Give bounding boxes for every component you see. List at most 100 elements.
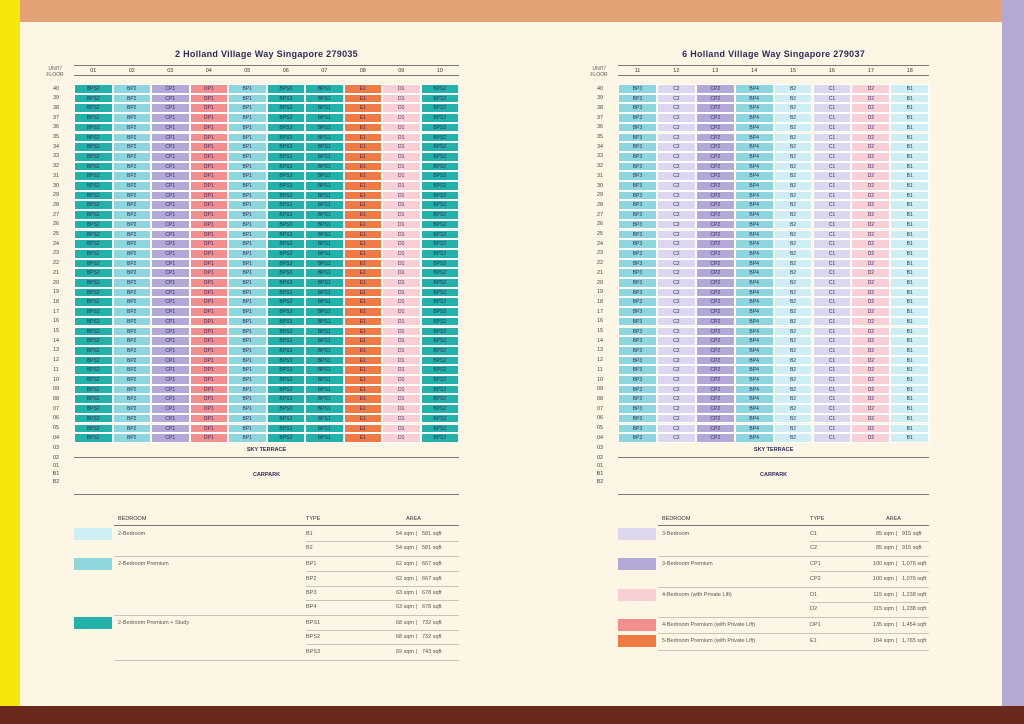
unit-cell: BP1 bbox=[228, 258, 267, 269]
unit-cell: CP1 bbox=[151, 181, 190, 191]
unit-cell: BPS3 bbox=[266, 229, 305, 240]
unit-cell: BPS1 bbox=[305, 142, 344, 152]
legend-area-sep: | bbox=[416, 575, 418, 582]
unit-cell: E1 bbox=[343, 181, 382, 191]
floor-label: 32 bbox=[52, 163, 60, 170]
floor-label: 04 bbox=[52, 434, 60, 441]
unit-cell: BPS2 bbox=[74, 326, 113, 337]
unit-cell: B2 bbox=[773, 239, 813, 249]
legend-area-sqft: 678 sqft bbox=[422, 604, 442, 610]
unit-cell: C2 bbox=[656, 307, 696, 317]
unit-cell: C2 bbox=[656, 375, 696, 385]
unit-cell: B1 bbox=[890, 404, 930, 414]
unit-cell: CP1 bbox=[151, 248, 190, 259]
floor-label: 23 bbox=[596, 250, 604, 257]
unit-cell: BP3 bbox=[618, 239, 657, 249]
unit-cell: BPS2 bbox=[74, 200, 113, 211]
unit-cell: B1 bbox=[890, 181, 930, 191]
unit-cell: E1 bbox=[343, 413, 382, 424]
unit-cell: D2 bbox=[851, 200, 891, 211]
legend-bedroom-name: 3-Bedroom bbox=[662, 531, 690, 537]
unit-cell: BP2 bbox=[112, 278, 151, 288]
unit-cell: D2 bbox=[851, 287, 891, 298]
legend-type: D2 bbox=[810, 606, 818, 612]
unit-cell: BPS1 bbox=[305, 423, 344, 434]
unit-cell: BP3 bbox=[618, 258, 657, 269]
floor-label: 34 bbox=[596, 143, 604, 150]
unit-cell: CP1 bbox=[151, 384, 190, 395]
unit-cell: BP2 bbox=[112, 210, 151, 220]
unit-cell: D1 bbox=[382, 394, 421, 405]
unit-cell: D1 bbox=[382, 171, 421, 181]
floor-label: 34 bbox=[52, 143, 60, 150]
unit-cell: C1 bbox=[812, 268, 852, 278]
unit-cell: D2 bbox=[851, 384, 891, 395]
unit-cell: B2 bbox=[773, 93, 813, 104]
unit-cell: C2 bbox=[656, 103, 696, 114]
unit-cell: BPS3 bbox=[266, 258, 305, 269]
floor-label: 30 bbox=[596, 182, 604, 189]
floor-label: 19 bbox=[596, 289, 604, 296]
unit-cell: BP2 bbox=[112, 171, 151, 181]
unit-cell: BP4 bbox=[734, 404, 774, 414]
legend-area-sqft: 667 sqft bbox=[422, 575, 442, 582]
floor-label: 39 bbox=[596, 95, 604, 102]
header-rule-top bbox=[74, 65, 459, 66]
legend-header-type: TYPE bbox=[810, 516, 825, 522]
unit-cell: CP1 bbox=[151, 326, 190, 337]
unit-cell: C2 bbox=[656, 345, 696, 356]
unit-cell: BP4 bbox=[734, 345, 774, 356]
unit-cell: BP4 bbox=[734, 93, 774, 104]
unit-cell: BP3 bbox=[618, 365, 657, 375]
unit-cell: B1 bbox=[890, 142, 930, 152]
unit-cell: CP2 bbox=[695, 132, 735, 143]
floor-label: 27 bbox=[52, 211, 60, 218]
unit-cell: BP4 bbox=[734, 423, 774, 434]
legend-swatch bbox=[74, 617, 112, 630]
unit-cell: D1 bbox=[382, 151, 421, 162]
floor-label: 33 bbox=[52, 153, 60, 160]
unit-cell: BP1 bbox=[228, 287, 267, 298]
unit-cell: BPS3 bbox=[266, 287, 305, 298]
unit-cell: C1 bbox=[812, 93, 852, 104]
unit-cell: CP2 bbox=[695, 278, 735, 288]
legend-swatch bbox=[74, 528, 112, 540]
unit-cell: B1 bbox=[890, 433, 930, 443]
unit-cell: C1 bbox=[812, 326, 852, 337]
floor-label: 30 bbox=[52, 182, 60, 189]
unit-cell: DP1 bbox=[189, 103, 228, 114]
unit-cell: B1 bbox=[890, 161, 930, 172]
unit-cell: B2 bbox=[773, 122, 813, 133]
unit-cell: C1 bbox=[812, 200, 852, 211]
unit-cell: BP3 bbox=[618, 326, 657, 337]
unit-cell: BP3 bbox=[618, 345, 657, 356]
unit-cell: BP3 bbox=[618, 433, 657, 443]
unit-cell: BPS2 bbox=[420, 93, 459, 104]
legend-area-sep: | bbox=[896, 638, 898, 645]
unit-cell: D1 bbox=[382, 413, 421, 424]
unit-cell: CP2 bbox=[695, 394, 735, 405]
unit-cell: BPS1 bbox=[305, 394, 344, 405]
unit-cell: BP2 bbox=[112, 355, 151, 366]
unit-cell: B1 bbox=[890, 268, 930, 278]
unit-cell: CP1 bbox=[151, 171, 190, 181]
unit-cell: C2 bbox=[656, 287, 696, 298]
unit-cell: BPS1 bbox=[305, 219, 344, 230]
unit-cell: BPS3 bbox=[266, 84, 305, 94]
unit-cell: BP1 bbox=[228, 151, 267, 162]
unit-cell: C1 bbox=[812, 336, 852, 346]
unit-cell: BPS2 bbox=[420, 326, 459, 337]
unit-cell: CP1 bbox=[151, 229, 190, 240]
unit-cell: D2 bbox=[851, 268, 891, 278]
unit-cell: DP1 bbox=[189, 142, 228, 152]
unit-cell: C2 bbox=[656, 84, 696, 94]
unit-cell: BPS1 bbox=[305, 132, 344, 143]
unit-cell: D2 bbox=[851, 84, 891, 94]
unit-cell: CP2 bbox=[695, 355, 735, 366]
unit-cell: B1 bbox=[890, 171, 930, 181]
legend-group-rule bbox=[658, 649, 930, 651]
unit-cell: BP4 bbox=[734, 239, 774, 249]
floor-label: 26 bbox=[596, 221, 604, 228]
unit-cell: CP2 bbox=[695, 93, 735, 104]
unit-cell: DP1 bbox=[189, 210, 228, 220]
